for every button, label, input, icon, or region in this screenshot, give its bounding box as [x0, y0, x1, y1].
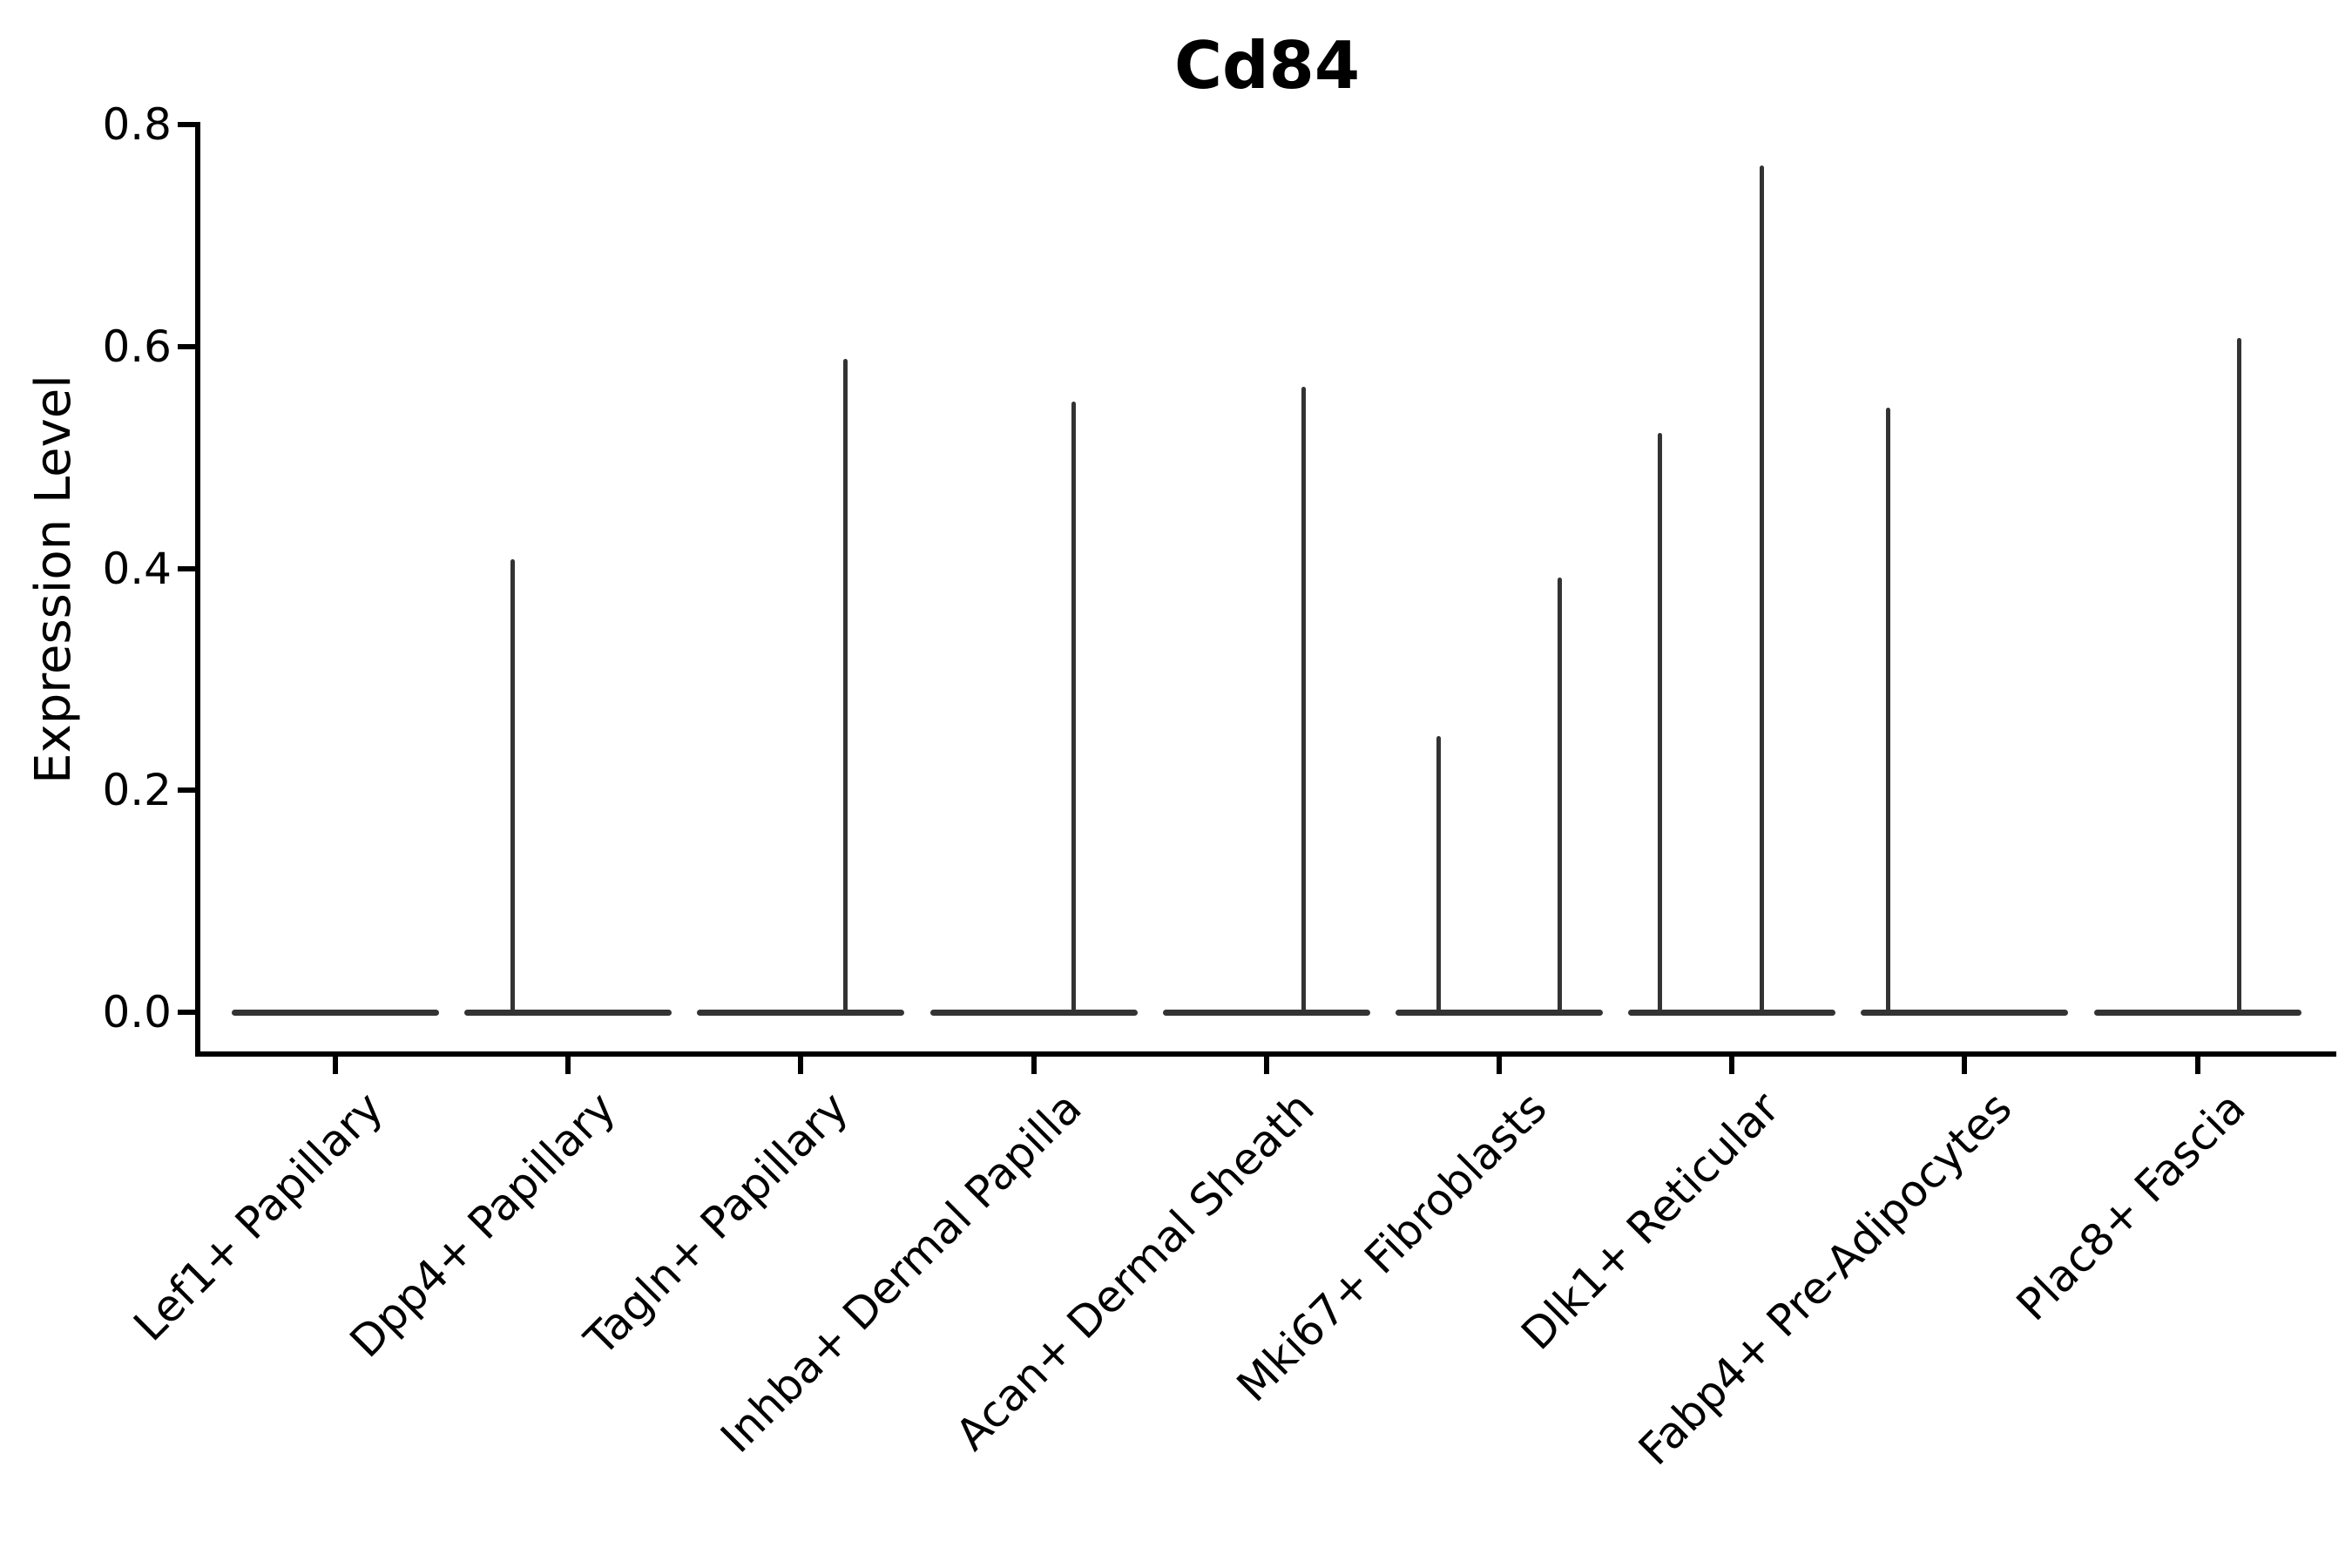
x-tick-mark	[1263, 1054, 1269, 1074]
y-tick-label: 0.4	[102, 543, 172, 594]
violin-spike	[1071, 402, 1076, 1016]
violin-baseline	[2093, 1009, 2301, 1016]
violin-baseline	[1162, 1009, 1370, 1016]
y-tick-mark	[178, 1010, 198, 1015]
violin-spike	[2237, 337, 2242, 1016]
y-tick-mark	[178, 343, 198, 349]
violin-baseline	[929, 1009, 1138, 1016]
violin-spike	[1436, 735, 1442, 1016]
x-tick-label: Mki67+ Fibroblasts	[1227, 1082, 1557, 1412]
x-tick-label: Inhba+ Dermal Papilla	[710, 1082, 1092, 1463]
violin-baseline	[697, 1009, 905, 1016]
chart-title: Cd84	[1173, 27, 1361, 104]
violin-baseline	[1396, 1009, 1603, 1016]
x-tick-label: Dlk1+ Reticular	[1511, 1082, 1789, 1360]
violin-baseline	[232, 1009, 439, 1016]
x-tick-mark	[333, 1054, 338, 1074]
y-tick-mark	[178, 787, 198, 794]
y-tick-mark	[178, 122, 198, 127]
x-tick-label: Acan+ Dermal Sheath	[945, 1082, 1324, 1461]
y-tick-label: 0.8	[102, 99, 172, 150]
y-axis-spine	[195, 122, 200, 1057]
x-tick-mark	[2194, 1054, 2200, 1074]
violin-spike	[1885, 407, 1890, 1016]
x-tick-mark	[1729, 1054, 1735, 1074]
x-tick-label: Plac8+ Fascia	[2006, 1082, 2255, 1331]
violin-spike	[1657, 433, 1662, 1016]
violin-spike	[1301, 386, 1307, 1016]
y-tick-mark	[178, 565, 198, 571]
violin-spike	[510, 559, 515, 1016]
violin-spike	[1557, 577, 1562, 1016]
x-tick-mark	[798, 1054, 804, 1074]
violin-baseline	[464, 1009, 672, 1016]
x-tick-mark	[1497, 1054, 1502, 1074]
x-tick-mark	[1962, 1054, 1968, 1074]
violin-baseline	[1628, 1009, 1836, 1016]
y-tick-label: 0.0	[102, 987, 172, 1037]
x-tick-label: Dpp4+ Papillary	[340, 1082, 625, 1368]
y-tick-label: 0.6	[102, 321, 172, 372]
x-tick-mark	[565, 1054, 571, 1074]
y-tick-label: 0.2	[102, 765, 172, 816]
x-tick-label: Tagln+ Papillary	[575, 1082, 858, 1365]
x-tick-mark	[1031, 1054, 1037, 1074]
x-tick-label: Fabp4+ Pre-Adipocytes	[1629, 1082, 2022, 1476]
violin-spike	[1760, 166, 1765, 1016]
violin-spike	[842, 358, 848, 1016]
violin-baseline	[1861, 1009, 2069, 1016]
